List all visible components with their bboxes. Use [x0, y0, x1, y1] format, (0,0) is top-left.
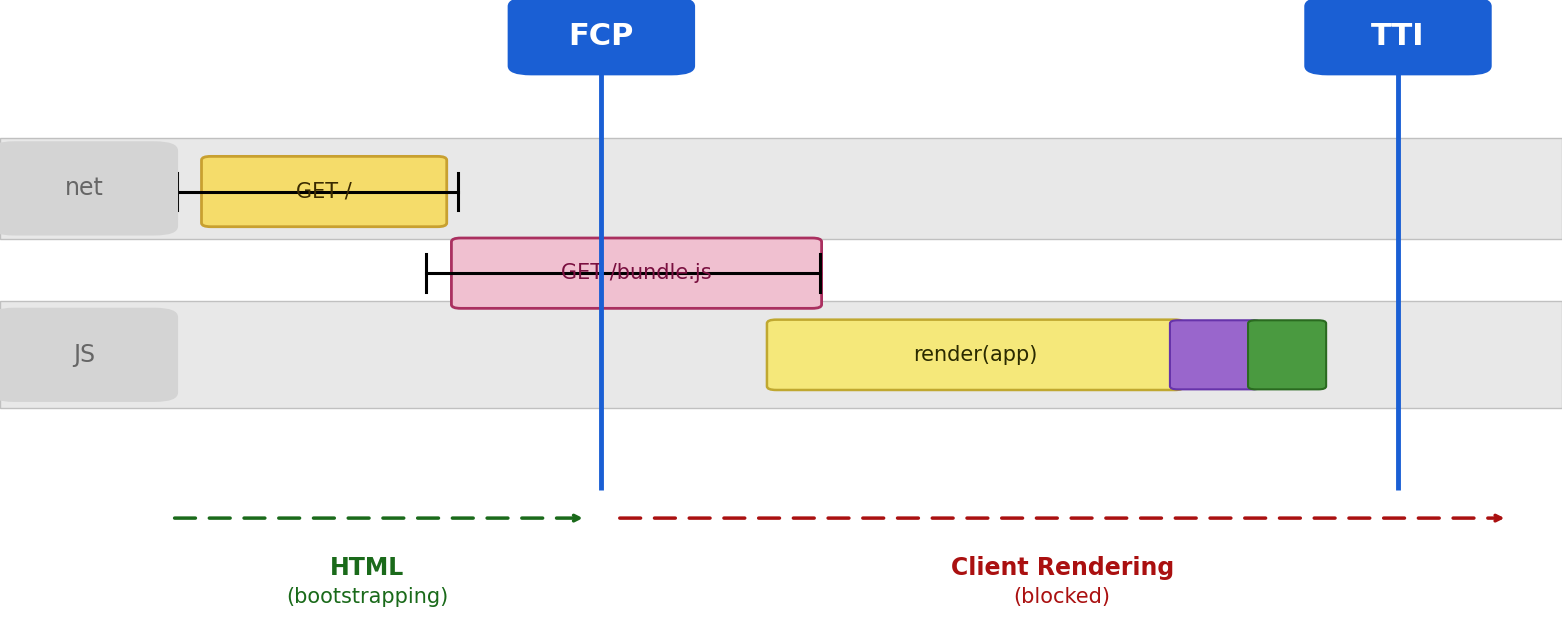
FancyBboxPatch shape	[1248, 320, 1326, 389]
Text: net: net	[66, 176, 103, 200]
FancyBboxPatch shape	[1304, 0, 1492, 75]
FancyBboxPatch shape	[451, 238, 822, 308]
FancyBboxPatch shape	[767, 320, 1184, 390]
Text: FCP: FCP	[569, 21, 634, 51]
Text: GET /: GET /	[297, 181, 351, 202]
Text: HTML: HTML	[330, 556, 405, 580]
Text: GET /bundle.js: GET /bundle.js	[561, 263, 712, 283]
FancyBboxPatch shape	[201, 156, 447, 227]
FancyBboxPatch shape	[0, 141, 178, 236]
Text: (bootstrapping): (bootstrapping)	[286, 587, 448, 607]
FancyBboxPatch shape	[1170, 320, 1261, 389]
Text: (blocked): (blocked)	[1014, 587, 1111, 607]
Text: render(app): render(app)	[914, 345, 1037, 365]
Text: JS: JS	[73, 343, 95, 367]
Text: Client Rendering: Client Rendering	[951, 556, 1173, 580]
FancyBboxPatch shape	[508, 0, 695, 75]
FancyBboxPatch shape	[0, 308, 178, 402]
FancyBboxPatch shape	[0, 301, 1562, 408]
Text: TTI: TTI	[1371, 21, 1425, 51]
FancyBboxPatch shape	[0, 138, 1562, 239]
